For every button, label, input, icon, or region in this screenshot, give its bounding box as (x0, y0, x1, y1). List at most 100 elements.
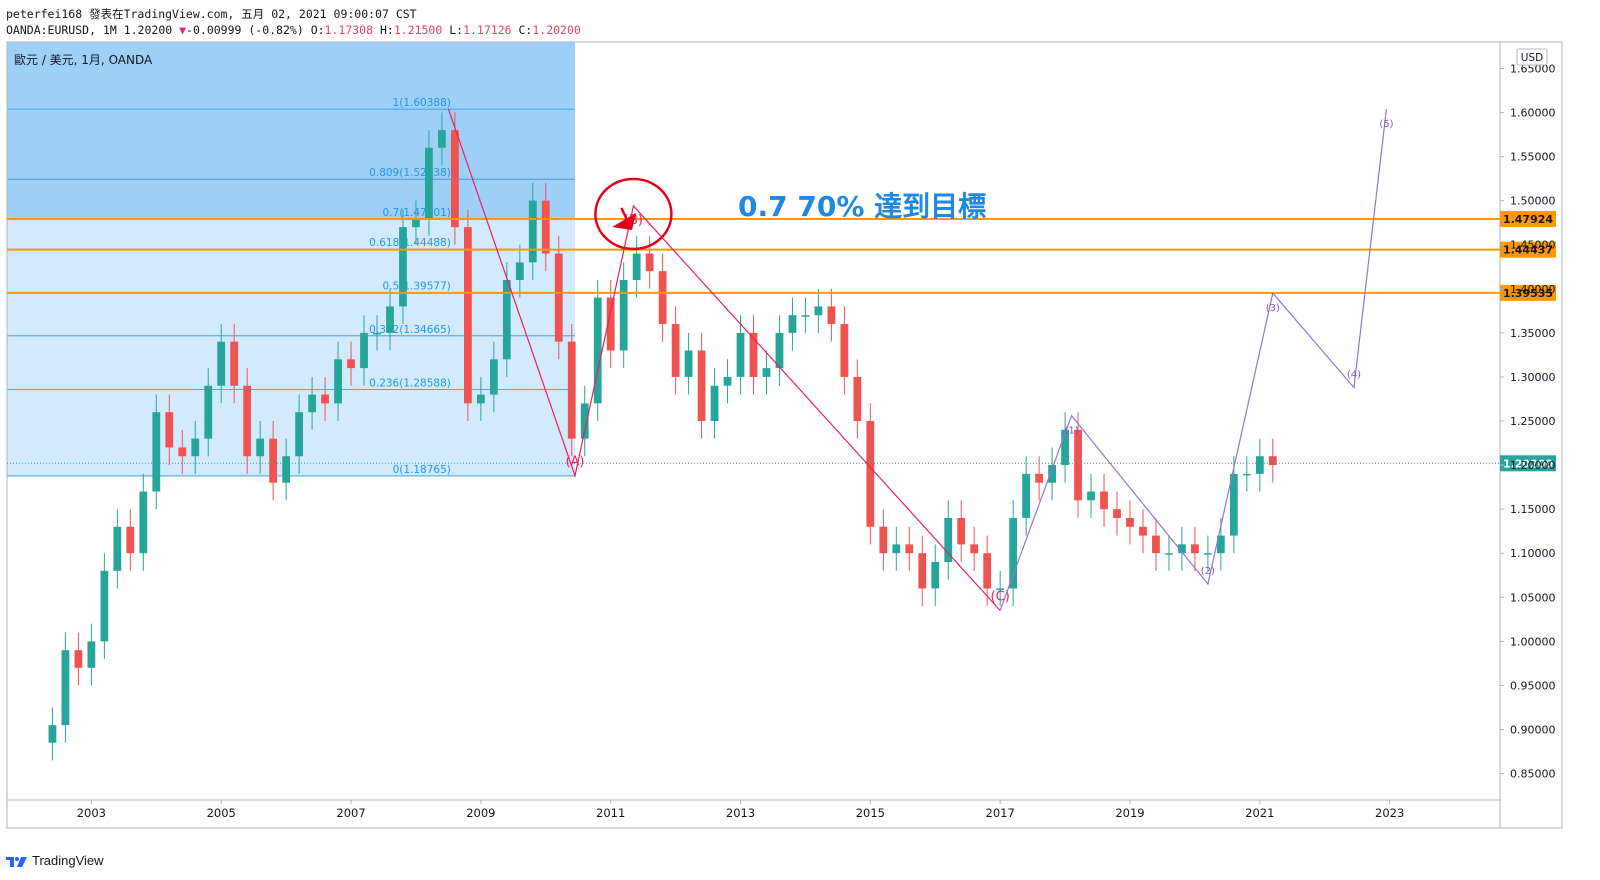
candle-body (892, 544, 901, 554)
horizontal-line-badge (1500, 284, 1556, 301)
candle (671, 306, 680, 395)
candle-body (243, 385, 252, 457)
candle (1152, 517, 1160, 571)
currency-badge-label: USD (1521, 52, 1543, 64)
drawing-paths[interactable]: (A)(B)(C)(1)(2)(3)(4)(5) (447, 108, 1394, 611)
publish-line: peterfei168 發表在TradingView.com, 五月 02, 2… (6, 7, 417, 21)
candle-body (970, 544, 979, 554)
fib-level-label: 0(1.18765) (393, 464, 451, 476)
candle-body (489, 359, 498, 395)
y-tick-label: 0.95000 (1510, 679, 1556, 692)
candle-body (438, 130, 446, 148)
candle-body (1126, 517, 1134, 527)
x-tick-label: 2005 (207, 806, 236, 820)
y-tick-label: 1.65000 (1510, 62, 1556, 75)
candle (762, 350, 771, 395)
x-tick-label: 2003 (77, 806, 106, 820)
candle-body (217, 341, 226, 386)
candle (580, 385, 589, 457)
candle-body (658, 271, 667, 325)
fib-zone-lower (7, 219, 575, 476)
candle (1191, 526, 1199, 571)
candle-body (1087, 491, 1095, 501)
change-text: -0.00999 (-0.82%) (186, 23, 304, 37)
candle (451, 112, 459, 245)
y-tick-label: 1.10000 (1510, 547, 1556, 560)
candle-body (632, 253, 641, 280)
candle-body (373, 332, 381, 335)
candle-body (944, 517, 953, 563)
candle-body (879, 526, 888, 554)
candle (1255, 438, 1264, 492)
change-down-icon: ▼ (179, 23, 187, 37)
target-circle (594, 177, 673, 251)
candle (256, 421, 265, 474)
candle-body (463, 227, 472, 404)
candle-body (334, 359, 342, 404)
target-annotation: 0.7 70% 達到目標 (738, 190, 986, 223)
candle-body (412, 218, 420, 228)
candle-body (853, 376, 862, 421)
candle-body (425, 147, 433, 219)
candle-body (360, 332, 368, 369)
candle-body (827, 306, 836, 325)
fibonacci-retracement[interactable]: 1(1.60388) 0.809(1.52438) 0.7(1.47901) 0.61… (7, 42, 575, 477)
candle (749, 315, 758, 395)
y-tick-label: 1.30000 (1510, 371, 1556, 384)
horizontal-line-badge (1500, 210, 1556, 227)
high-value: 1.21500 (393, 23, 443, 37)
fib-zone-upper (7, 42, 575, 220)
candle-body (775, 332, 784, 369)
wave-label: (4) (1347, 370, 1361, 381)
candle-body (1178, 544, 1186, 554)
candle-body (282, 456, 291, 483)
candle (632, 235, 641, 298)
candle-body (126, 526, 135, 554)
currency-badge[interactable] (1516, 48, 1548, 66)
candle (957, 500, 966, 563)
price-axis[interactable]: 1.65000 1.60000 1.55000 1.50000 1.45000 1.400… (1500, 48, 1556, 781)
candle (87, 623, 96, 686)
wave-label: (A) (565, 455, 584, 470)
x-tick-label: 2009 (466, 806, 495, 820)
y-tick-label: 1.35000 (1510, 327, 1556, 340)
candle (1203, 535, 1212, 571)
candle (139, 473, 148, 571)
x-tick-label: 2015 (856, 806, 885, 820)
candle (996, 570, 1005, 607)
candle-body (866, 421, 875, 527)
price-chart[interactable]: 1(1.60388) 0.809(1.52438) 0.7(1.47901) 0.61… (0, 0, 1600, 850)
candle-body (1139, 526, 1147, 536)
candle-body (61, 650, 70, 726)
candle-body (671, 324, 680, 377)
candle (931, 544, 940, 607)
time-axis[interactable]: 2003 2005 2007 2009 2011 2013 2015 2017 2019 2021… (7, 800, 1500, 829)
candle-body (996, 588, 1005, 590)
fib-level-label: 0.382(1.34665) (369, 324, 451, 336)
candle-body (230, 341, 239, 386)
y-tick-label: 1.25000 (1510, 415, 1556, 428)
candle-body (152, 412, 161, 492)
candle (347, 341, 355, 386)
candle-body (1268, 456, 1277, 466)
y-tick-label: 1.50000 (1510, 195, 1556, 208)
candle (282, 438, 291, 501)
candle-body (788, 315, 797, 333)
high-label: H: (379, 23, 394, 37)
footer-brand-text: TradingView (32, 853, 104, 868)
close-value: 1.20200 (532, 23, 581, 37)
last-price-badge[interactable] (1500, 455, 1556, 472)
candle (463, 209, 472, 421)
impulse-wave-path[interactable] (999, 108, 1387, 611)
candle-body (113, 526, 122, 571)
close-label: C: (518, 23, 533, 37)
fib-level-label: 0.7(1.47901) (383, 207, 451, 219)
horizontal-lines[interactable]: 1.47924 1.44437 1.39535 1.20200 (7, 210, 1556, 472)
abc-correction-path[interactable] (447, 108, 1001, 611)
candle (48, 707, 57, 761)
footer-brand[interactable]: TradingView (6, 853, 104, 868)
candle-body (619, 279, 628, 351)
candle (412, 200, 420, 245)
candle-body (606, 297, 615, 351)
open-value: 1.17308 (324, 23, 374, 37)
